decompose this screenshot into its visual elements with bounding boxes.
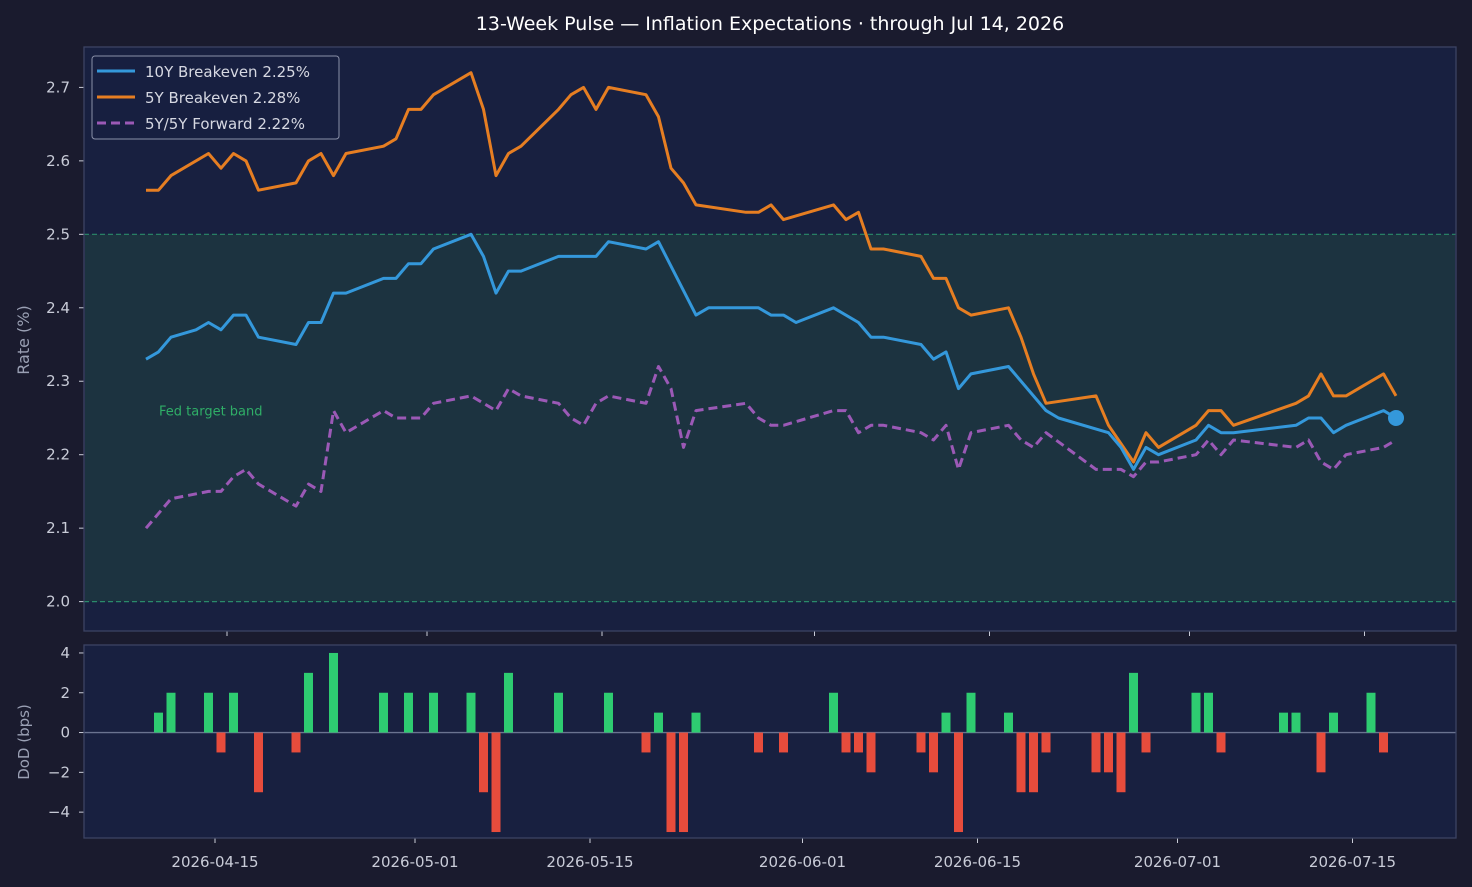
dod-bar xyxy=(841,732,851,753)
dod-bar xyxy=(691,712,701,733)
dod-bar xyxy=(666,732,676,833)
target-band-fill xyxy=(85,234,1455,602)
x-tick-label: 2026-07-15 xyxy=(1309,853,1396,871)
dod-y-tick-label: 2 xyxy=(60,684,70,702)
dod-bar xyxy=(504,672,513,733)
dod-bar xyxy=(254,732,263,793)
dod-bar xyxy=(941,712,951,733)
main-panel: Fed target band 2.0 2.1 2.2 2.3 2.4 2.5 2.6 2.7… xyxy=(14,46,1457,636)
dod-y-tick-label: −2 xyxy=(48,763,70,781)
dod-bar xyxy=(379,692,388,733)
x-tick-label: 2026-05-15 xyxy=(546,853,633,871)
dod-bar xyxy=(166,692,176,733)
dod-bar xyxy=(604,692,613,733)
dod-bar xyxy=(1279,712,1288,733)
dod-bar xyxy=(929,732,938,773)
dod-bar xyxy=(304,672,313,733)
x-tick-label: 2026-07-01 xyxy=(1134,853,1221,871)
legend-box xyxy=(91,55,340,140)
main-y-tick-label: 2.7 xyxy=(46,78,70,96)
dod-bar xyxy=(1041,732,1051,753)
dod-bar xyxy=(1329,712,1338,733)
main-y-tick-label: 2.0 xyxy=(46,593,70,611)
target-band-label: Fed target band xyxy=(159,405,263,420)
dod-plot-area xyxy=(83,644,1457,839)
dod-bar xyxy=(1141,732,1151,753)
legend-label-fwd: 5Y/5Y Forward 2.22% xyxy=(145,115,305,133)
dod-bar xyxy=(1091,732,1101,773)
dod-bar xyxy=(479,732,488,793)
dod-bars xyxy=(154,652,1388,833)
dod-bar xyxy=(204,692,213,733)
dod-bar xyxy=(1029,732,1038,793)
main-series xyxy=(144,71,1404,530)
dod-x-ticks: 2026-04-15 2026-05-01 2026-05-15 2026-06-01… xyxy=(171,838,1396,871)
dod-bar xyxy=(1216,732,1226,753)
dod-bar xyxy=(654,712,663,733)
legend-label-be10: 10Y Breakeven 2.25% xyxy=(145,63,310,81)
dod-bar xyxy=(429,692,438,733)
dod-bar xyxy=(216,732,226,753)
dod-bar xyxy=(1129,672,1138,733)
dod-bar xyxy=(229,692,238,733)
series-line-be5 xyxy=(146,71,1398,464)
dod-bar xyxy=(491,732,501,833)
chart-title: 13-Week Pulse — Inflation Expectations ·… xyxy=(476,13,1064,35)
series-line-be10 xyxy=(145,232,1397,471)
dod-bar xyxy=(754,732,763,753)
dod-bar xyxy=(854,732,863,753)
main-y-tick-label: 2.5 xyxy=(46,225,70,243)
x-tick-label: 2026-05-01 xyxy=(371,853,458,871)
series-line-fwd xyxy=(144,365,1397,530)
x-tick-label: 2026-06-01 xyxy=(759,853,846,871)
dod-bar xyxy=(916,732,926,753)
main-y-ticks: 2.0 2.1 2.2 2.3 2.4 2.5 2.6 2.7 xyxy=(46,78,84,611)
dod-bar xyxy=(1316,732,1326,773)
latest-value-marker xyxy=(1388,409,1404,426)
dod-bar xyxy=(1116,732,1126,793)
dod-y-axis-label: DoD (bps) xyxy=(15,704,33,780)
main-y-tick-label: 2.4 xyxy=(46,299,70,317)
dod-y-tick-label: 0 xyxy=(60,724,70,742)
dod-bar xyxy=(291,732,301,753)
dod-bar xyxy=(954,732,963,833)
main-y-tick-label: 2.3 xyxy=(46,372,70,390)
dod-bar xyxy=(866,732,876,773)
dod-bar xyxy=(1366,692,1376,733)
legend: 10Y Breakeven 2.25% 5Y Breakeven 2.28% 5Y/… xyxy=(91,55,340,140)
dod-bar xyxy=(1191,692,1201,733)
dod-y-tick-label: −4 xyxy=(48,803,70,821)
main-y-tick-label: 2.6 xyxy=(46,152,70,170)
dod-bar xyxy=(554,692,563,733)
dod-bar xyxy=(829,692,838,733)
main-y-tick-label: 2.1 xyxy=(46,519,70,537)
x-tick-label: 2026-04-15 xyxy=(171,853,258,871)
main-y-axis-label: Rate (%) xyxy=(14,305,33,374)
dod-bar xyxy=(1204,692,1213,733)
dod-bar xyxy=(1379,732,1388,753)
dod-bar xyxy=(404,692,413,733)
dod-y-tick-label: 4 xyxy=(60,644,70,662)
dod-bar xyxy=(154,712,163,733)
x-tick-label: 2026-06-15 xyxy=(934,853,1021,871)
dod-panel: 420−2−4 2026-04-15 2026-05-01 2026-05-15 20… xyxy=(15,644,1457,871)
dod-plot-border xyxy=(83,644,1457,839)
dod-bar xyxy=(1291,712,1301,733)
main-plot-border xyxy=(83,46,1457,632)
dod-bar xyxy=(779,732,788,753)
dod-bar xyxy=(329,652,338,733)
dod-bar xyxy=(966,692,976,733)
dod-bar xyxy=(1016,732,1026,793)
dod-bar xyxy=(641,732,651,753)
dod-bar xyxy=(466,692,476,733)
legend-label-be5: 5Y Breakeven 2.28% xyxy=(145,89,300,107)
dod-bar xyxy=(1004,712,1013,733)
dod-y-ticks: 4 2 0 −2 −4 xyxy=(48,644,84,821)
main-y-tick-label: 2.2 xyxy=(46,446,70,464)
main-x-ticks xyxy=(226,631,1365,636)
dod-bar xyxy=(679,732,688,833)
dod-bar xyxy=(1104,732,1113,773)
